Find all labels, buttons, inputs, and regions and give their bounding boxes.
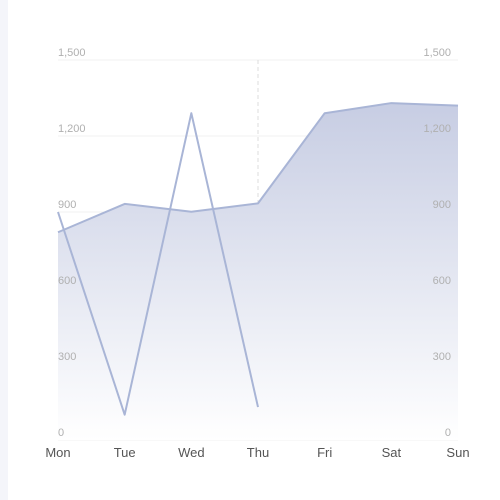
x-tick-label: Thu bbox=[247, 445, 269, 460]
y-left-tick-label: 1,200 bbox=[58, 123, 86, 135]
series-area bbox=[58, 103, 458, 441]
x-axis: Mon Tue Wed Thu Fri Sat Sun bbox=[45, 445, 469, 460]
series-2-line bbox=[57, 112, 259, 416]
series-1-line bbox=[57, 102, 459, 234]
y-left-tick-label: 0 bbox=[58, 427, 64, 439]
x-tick-label: Mon bbox=[45, 445, 70, 460]
y-left-tick-label: 600 bbox=[58, 275, 76, 287]
y-axis-left: 0 300 600 900 1,200 1,500 bbox=[58, 47, 86, 439]
y-axis-right: 0 300 600 900 1,200 1,500 bbox=[423, 47, 451, 439]
y-left-tick-label: 900 bbox=[58, 199, 76, 211]
y-right-tick-label: 300 bbox=[433, 351, 451, 363]
x-tick-label: Sun bbox=[446, 445, 469, 460]
x-tick-label: Tue bbox=[114, 445, 136, 460]
y-right-tick-label: 600 bbox=[433, 275, 451, 287]
x-tick-label: Sat bbox=[382, 445, 402, 460]
x-tick-label: Fri bbox=[317, 445, 332, 460]
y-right-tick-label: 1,200 bbox=[423, 123, 451, 135]
y-left-tick-label: 300 bbox=[58, 351, 76, 363]
y-right-tick-label: 900 bbox=[433, 199, 451, 211]
y-right-tick-label: 0 bbox=[445, 427, 451, 439]
series-lines bbox=[57, 102, 459, 416]
series-1-area bbox=[58, 103, 458, 441]
x-tick-label: Wed bbox=[178, 445, 205, 460]
y-right-tick-label: 1,500 bbox=[423, 47, 451, 59]
y-left-tick-label: 1,500 bbox=[58, 47, 86, 59]
